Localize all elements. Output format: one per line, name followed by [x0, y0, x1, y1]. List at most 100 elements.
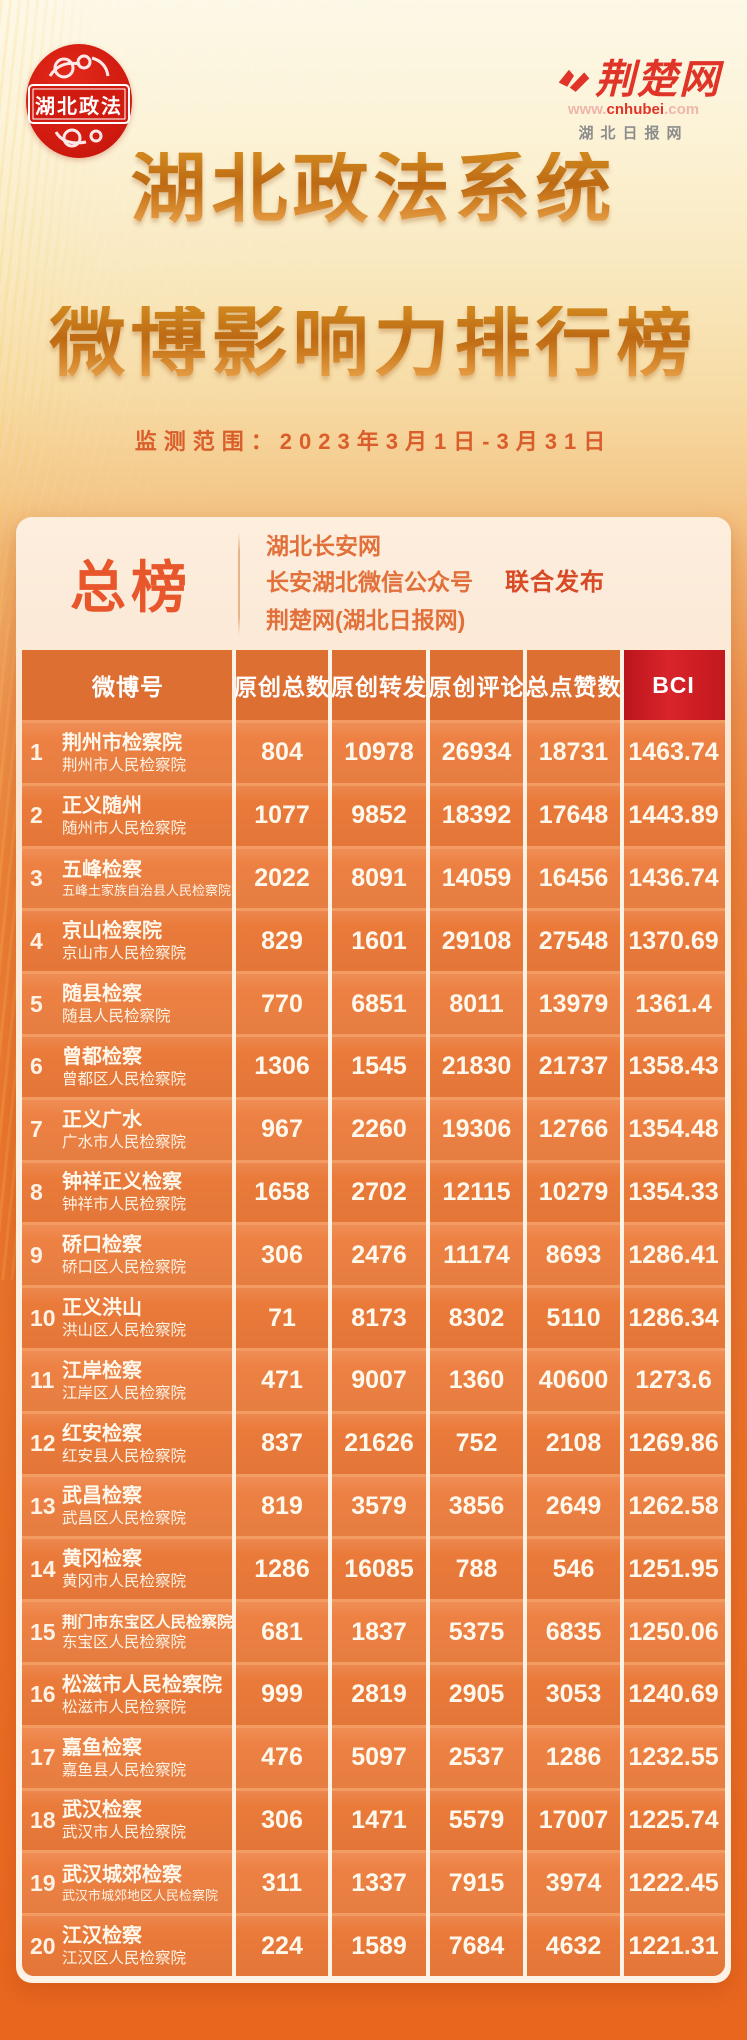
- original-repost-value: 10978: [330, 723, 428, 783]
- table-row: 7 正义广水 广水市人民检察院 967 2260 19306 12766 1354.48: [22, 1099, 725, 1160]
- institution-name: 洪山区人民检察院: [62, 1322, 187, 1340]
- institution-name: 嘉鱼县人民检察院: [62, 1761, 187, 1779]
- institution-name: 荆州市人民检察院: [62, 756, 187, 774]
- original-repost-value: 3579: [330, 1476, 428, 1537]
- institution-name: 红安县人民检察院: [62, 1447, 187, 1465]
- rank-number: 5: [30, 990, 43, 1017]
- weibo-display-name: 黄冈检察: [62, 1548, 142, 1571]
- account-names: 江岸检察 江岸区人民检察院: [62, 1360, 186, 1402]
- original-total-value: 681: [234, 1602, 330, 1662]
- bci-score-value: 1240.69: [622, 1664, 725, 1725]
- weibo-account-cell: 19 武汉城郊检察 武汉市城郊地区人民检察院: [22, 1853, 234, 1914]
- column-header: 原创评论: [428, 650, 525, 720]
- total-likes-value: 13979: [525, 974, 622, 1034]
- table-row: 17 嘉鱼检察 嘉鱼县人民检察院 476 5097 2537 1286 1232.55: [22, 1727, 725, 1788]
- header-divider: [238, 532, 240, 635]
- original-repost-value: 21626: [330, 1413, 428, 1474]
- original-repost-value: 8091: [330, 848, 428, 909]
- ranking-table: 微博号 原创总数 原创转发 原创评论 总点赞数 BCI 1 荆州市检察院 荆州市人民检察院 80…: [22, 650, 725, 1976]
- table-row: 18 武汉检察 武汉市人民检察院 306 1471 5579 17007 1225.74: [22, 1790, 725, 1851]
- weibo-account-cell: 17 嘉鱼检察 嘉鱼县人民检察院: [22, 1727, 234, 1788]
- weibo-account-cell: 20 江汉检察 江汉区人民检察院: [22, 1916, 234, 1976]
- publisher-name: 长安湖北微信公众号: [266, 569, 473, 596]
- total-likes-value: 27548: [525, 911, 622, 972]
- original-repost-value: 1337: [330, 1853, 428, 1914]
- weibo-display-name: 红安检察: [62, 1422, 142, 1445]
- original-total-value: 819: [234, 1476, 330, 1537]
- table-row: 12 红安检察 红安县人民检察院 837 21626 752 2108 1269.86: [22, 1413, 725, 1474]
- account-names: 硚口检察 硚口区人民检察院: [62, 1234, 186, 1276]
- bci-score-value: 1436.74: [622, 848, 725, 909]
- table-row: 3 五峰检察 五峰土家族自治县人民检察院 2022 8091 14059 16456 1436…: [22, 848, 725, 909]
- original-repost-value: 5097: [330, 1727, 428, 1788]
- total-likes-value: 2108: [525, 1413, 622, 1474]
- original-repost-value: 8173: [330, 1288, 428, 1348]
- original-total-value: 471: [234, 1350, 330, 1411]
- original-total-value: 224: [234, 1916, 330, 1976]
- rank-number: 11: [30, 1367, 55, 1394]
- rank-number: 16: [30, 1681, 56, 1708]
- brand-name-row: 荆楚网: [546, 60, 721, 100]
- bci-score-value: 1251.95: [622, 1539, 725, 1600]
- weibo-display-name: 武昌检察: [62, 1485, 142, 1508]
- publisher-list: 湖北长安网 长安湖北微信公众号 联合发布 荆楚网(湖北日报网): [266, 531, 605, 635]
- institution-name: 武昌区人民检察院: [62, 1510, 187, 1528]
- original-comment-value: 8011: [428, 974, 525, 1034]
- institution-name: 黄冈市人民检察院: [62, 1573, 187, 1591]
- original-total-value: 1286: [234, 1539, 330, 1600]
- original-total-value: 1658: [234, 1162, 330, 1223]
- original-repost-value: 9007: [330, 1350, 428, 1411]
- original-repost-value: 2260: [330, 1099, 428, 1160]
- original-repost-value: 16085: [330, 1539, 428, 1600]
- original-repost-value: 2702: [330, 1162, 428, 1223]
- bci-score-value: 1225.74: [622, 1790, 725, 1851]
- original-comment-value: 788: [428, 1539, 525, 1600]
- account-names: 松滋市人民检察院 松滋市人民检察院: [62, 1674, 222, 1716]
- original-total-value: 476: [234, 1727, 330, 1788]
- ranking-card: 总榜 湖北长安网 长安湖北微信公众号 联合发布 荆楚网(湖北日报网) 微博号 原创…: [16, 517, 731, 1983]
- account-names: 正义随州 随州市人民检察院: [62, 795, 186, 837]
- institution-name: 武汉市人民检察院: [62, 1824, 187, 1842]
- table-row: 13 武昌检察 武昌区人民检察院 819 3579 3856 2649 1262.58: [22, 1476, 725, 1537]
- institution-name: 广水市人民检察院: [62, 1133, 187, 1151]
- brand-name: 荆楚网: [595, 57, 721, 102]
- institution-name: 武汉市城郊地区人民检察院: [62, 1887, 219, 1903]
- total-likes-value: 3974: [525, 1853, 622, 1914]
- original-total-value: 770: [234, 974, 330, 1034]
- original-comment-value: 18392: [428, 785, 525, 846]
- bci-score-value: 1361.4: [622, 974, 725, 1034]
- original-comment-value: 11174: [428, 1225, 525, 1286]
- ranking-table-body: 1 荆州市检察院 荆州市人民检察院 804 10978 26934 18731 1463.74…: [22, 723, 725, 1976]
- rank-number: 2: [30, 802, 43, 829]
- weibo-account-cell: 6 曾都检察 曾都区人民检察院: [22, 1036, 234, 1097]
- ranking-table-header: 微博号 原创总数 原创转发 原创评论 总点赞数 BCI: [22, 650, 725, 720]
- card-header: 总榜 湖北长安网 长安湖北微信公众号 联合发布 荆楚网(湖北日报网): [16, 517, 731, 650]
- original-repost-value: 2819: [330, 1664, 428, 1725]
- bci-score-value: 1370.69: [622, 911, 725, 972]
- original-comment-value: 7684: [428, 1916, 525, 1976]
- weibo-display-name: 曾都检察: [62, 1045, 142, 1068]
- original-repost-value: 1545: [330, 1036, 428, 1097]
- original-comment-value: 21830: [428, 1036, 525, 1097]
- table-row: 8 钟祥正义检察 钟祥市人民检察院 1658 2702 12115 10279 1354.33: [22, 1162, 725, 1223]
- weibo-account-cell: 1 荆州市检察院 荆州市人民检察院: [22, 723, 234, 783]
- cnhubei-brand-block: 荆楚网 www.cnhubei.com 湖北日报网: [546, 60, 721, 143]
- account-names: 荆门市东宝区人民检察院 东宝区人民检察院: [62, 1614, 233, 1651]
- table-row: 11 江岸检察 江岸区人民检察院 471 9007 1360 40600 1273.6: [22, 1350, 725, 1411]
- account-names: 武汉城郊检察 武汉市城郊地区人民检察院: [62, 1864, 218, 1903]
- weibo-account-cell: 8 钟祥正义检察 钟祥市人民检察院: [22, 1162, 234, 1223]
- institution-name: 东宝区人民检察院: [62, 1633, 187, 1651]
- account-names: 黄冈检察黄冈市人民检察院: [62, 1548, 186, 1590]
- original-repost-value: 1837: [330, 1602, 428, 1662]
- original-total-value: 1306: [234, 1036, 330, 1097]
- weibo-display-name: 随县检察: [62, 983, 142, 1006]
- total-likes-value: 2649: [525, 1476, 622, 1537]
- url-com: .com: [664, 101, 700, 118]
- url-www: www.: [567, 101, 607, 118]
- publisher-line: 荆楚网(湖北日报网): [266, 606, 466, 633]
- account-names: 荆州市检察院 荆州市人民检察院: [62, 732, 186, 774]
- rank-number: 8: [30, 1178, 43, 1205]
- weibo-account-cell: 16 松滋市人民检察院 松滋市人民检察院: [22, 1664, 234, 1725]
- original-repost-value: 1589: [330, 1916, 428, 1976]
- bci-score-value: 1354.33: [622, 1162, 725, 1223]
